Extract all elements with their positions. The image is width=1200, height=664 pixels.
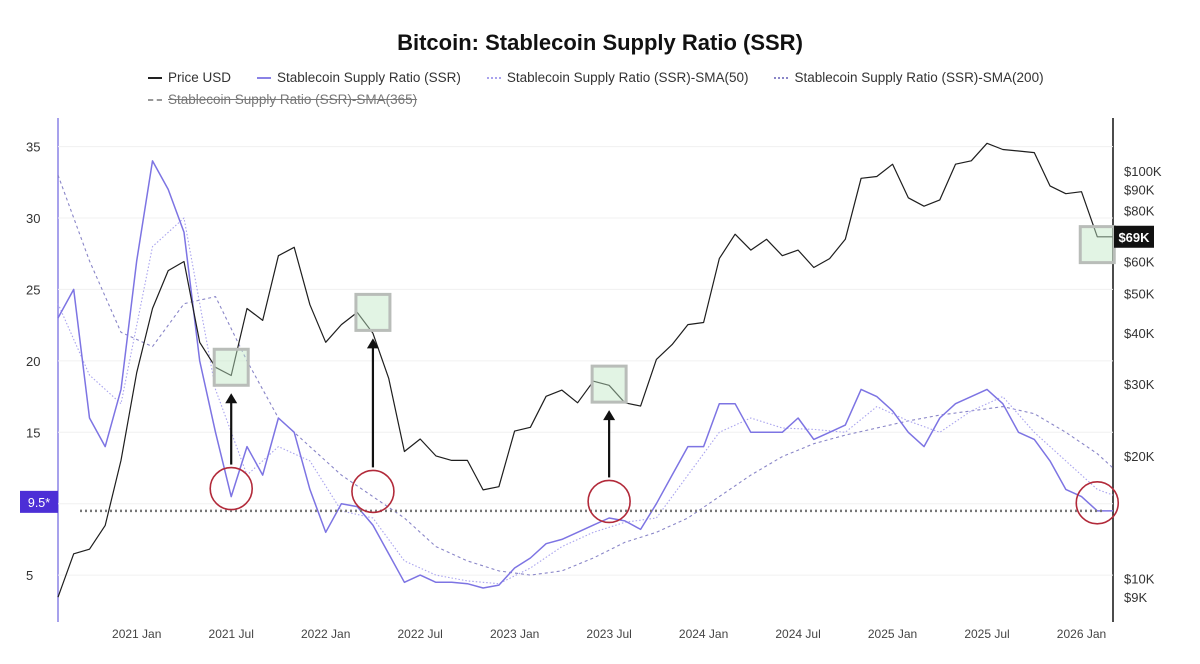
series-lines: [57, 142, 1114, 598]
x-tick-2023-jul: 2023 Jul: [586, 627, 631, 641]
x-tick-2023-jan: 2023 Jan: [490, 627, 539, 641]
current-ssr-label: 9.5*: [28, 496, 50, 510]
current-ssr-badge: [20, 490, 58, 513]
right-tick-50K: $50K: [1124, 287, 1155, 302]
left-tick-35: 35: [26, 140, 40, 155]
legend-swatch-ssr-sma200: [774, 77, 789, 79]
right-tick-30K: $30K: [1124, 377, 1155, 392]
left-axis-ticks: 5101520253035: [26, 140, 40, 584]
current-price-badge: [1114, 225, 1154, 248]
left-tick-20: 20: [26, 354, 40, 369]
x-tick-2025-jan: 2025 Jan: [868, 627, 917, 641]
highlight-box-4: [1078, 225, 1116, 265]
arrow-head-2: [366, 338, 379, 349]
left-tick-25: 25: [26, 282, 40, 297]
x-tick-2024-jul: 2024 Jul: [775, 627, 820, 641]
x-tick-2021-jul: 2021 Jul: [209, 627, 254, 641]
x-tick-2022-jul: 2022 Jul: [397, 627, 442, 641]
highlight-box-2: [354, 292, 392, 332]
current-price-label: $69K: [1118, 230, 1150, 245]
right-axis-ticks: $9K $10K $20K $30K $40K $50K $60K $80K $90K $100K: [1124, 164, 1162, 605]
legend-item-price[interactable]: Price USD: [148, 67, 231, 89]
right-tick-100K: $100K: [1124, 164, 1162, 179]
highlight-circle-2: [351, 469, 395, 514]
legend-item-ssr-sma50[interactable]: Stablecoin Supply Ratio (SSR)-SMA(50): [486, 67, 749, 89]
chart-title: Bitcoin: Stablecoin Supply Ratio (SSR): [397, 30, 803, 55]
legend-label-ssr-sma50: Stablecoin Supply Ratio (SSR)-SMA(50): [506, 70, 749, 85]
right-tick-80K: $80K: [1124, 204, 1155, 219]
x-tick-2025-jul: 2025 Jul: [964, 627, 1009, 641]
x-tick-2024-jan: 2024 Jan: [679, 627, 728, 641]
right-tick-9K: $9K: [1124, 590, 1147, 605]
left-tick-15: 15: [26, 425, 40, 440]
left-tick-5: 5: [26, 568, 33, 583]
right-tick-60K: $60K: [1124, 254, 1155, 269]
legend-swatch-ssr: [257, 77, 272, 79]
legend-item-ssr[interactable]: Stablecoin Supply Ratio (SSR): [257, 67, 461, 89]
x-axis-ticks: 2021 Jan 2021 Jul 2022 Jan 2022 Jul 2023 Jan…: [112, 627, 1106, 641]
x-tick-2022-jan: 2022 Jan: [301, 627, 350, 641]
right-tick-10K: $10K: [1124, 572, 1155, 587]
legend-item-ssr-sma200[interactable]: Stablecoin Supply Ratio (SSR)-SMA(200): [774, 67, 1044, 89]
highlight-circle-3: [587, 479, 631, 524]
legend-swatch-ssr-sma365: [148, 99, 162, 101]
legend-swatch-price: [148, 77, 162, 79]
price-usd-line: [57, 142, 1113, 598]
arrow-head-1: [225, 393, 238, 404]
arrow-head-3: [603, 410, 616, 421]
right-tick-20K: $20K: [1124, 449, 1155, 464]
legend-label-ssr: Stablecoin Supply Ratio (SSR): [277, 70, 461, 85]
grid: [57, 118, 1114, 622]
ssr-line: [57, 160, 1113, 589]
legend-item-ssr-sma365[interactable]: Stablecoin Supply Ratio (SSR)-SMA(365): [148, 89, 417, 111]
legend-label-ssr-sma365: Stablecoin Supply Ratio (SSR)-SMA(365): [168, 92, 418, 107]
highlight-circle-4: [1075, 481, 1120, 525]
left-tick-30: 30: [26, 211, 40, 226]
ssr-sma200-line: [57, 174, 1114, 576]
x-tick-2021-jan: 2021 Jan: [112, 627, 161, 641]
annotations: 9.5* $69K: [20, 225, 1154, 525]
legend-label-price: Price USD: [168, 70, 232, 85]
legend-swatch-ssr-sma50: [486, 77, 501, 79]
highlight-box-1: [212, 347, 250, 387]
x-tick-2026-jan: 2026 Jan: [1057, 627, 1106, 641]
right-tick-90K: $90K: [1124, 183, 1155, 198]
highlight-box-3: [590, 364, 628, 404]
highlight-circle-1: [209, 466, 254, 511]
legend-label-ssr-sma200: Stablecoin Supply Ratio (SSR)-SMA(200): [794, 70, 1044, 85]
chart-legend: Price USD Stablecoin Supply Ratio (SSR) …: [148, 67, 1108, 111]
right-tick-40K: $40K: [1124, 326, 1155, 341]
